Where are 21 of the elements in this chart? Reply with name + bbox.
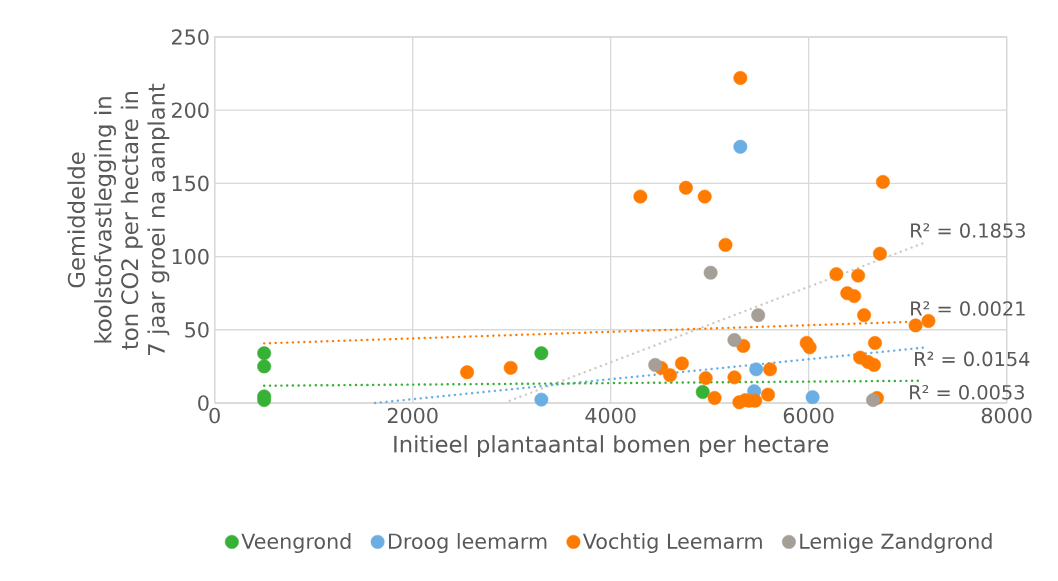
- annotation: R² = 0.0154: [915, 351, 1030, 367]
- x-tick-label: 6000: [783, 407, 834, 424]
- x-axis-title: Initieel plantaantal bomen per hectare: [394, 435, 829, 458]
- annotation: R² = 0.0021: [911, 301, 1025, 316]
- legend-label: Veengrond: [241, 533, 351, 554]
- x-tick-label: 0: [209, 407, 220, 424]
- x-tick-label: 4000: [585, 407, 636, 424]
- x-tick-label: 8000: [981, 407, 1032, 424]
- y-tick-label: 50: [185, 321, 209, 338]
- legend-label: Lemige Zandgrond: [800, 533, 992, 554]
- y-tick-label: 100: [172, 248, 209, 265]
- annotation: R² = 0.0053: [910, 384, 1024, 400]
- legend-label: Vochtig Leemarm: [582, 533, 762, 554]
- y-tick-label: 200: [172, 102, 209, 119]
- annotation: R² = 0.1853: [911, 223, 1025, 238]
- legend-label: Droog leemarm: [388, 533, 547, 554]
- y-tick-label: 250: [172, 29, 209, 45]
- y-axis-title: Gemiddelde koolstofvastlegging in ton CO2 per hectare in 7 jaar groei na aanplant: [67, 83, 170, 355]
- x-tick-label: 2000: [387, 407, 438, 424]
- y-tick-label: 0: [198, 395, 209, 411]
- y-tick-label: 150: [172, 175, 209, 192]
